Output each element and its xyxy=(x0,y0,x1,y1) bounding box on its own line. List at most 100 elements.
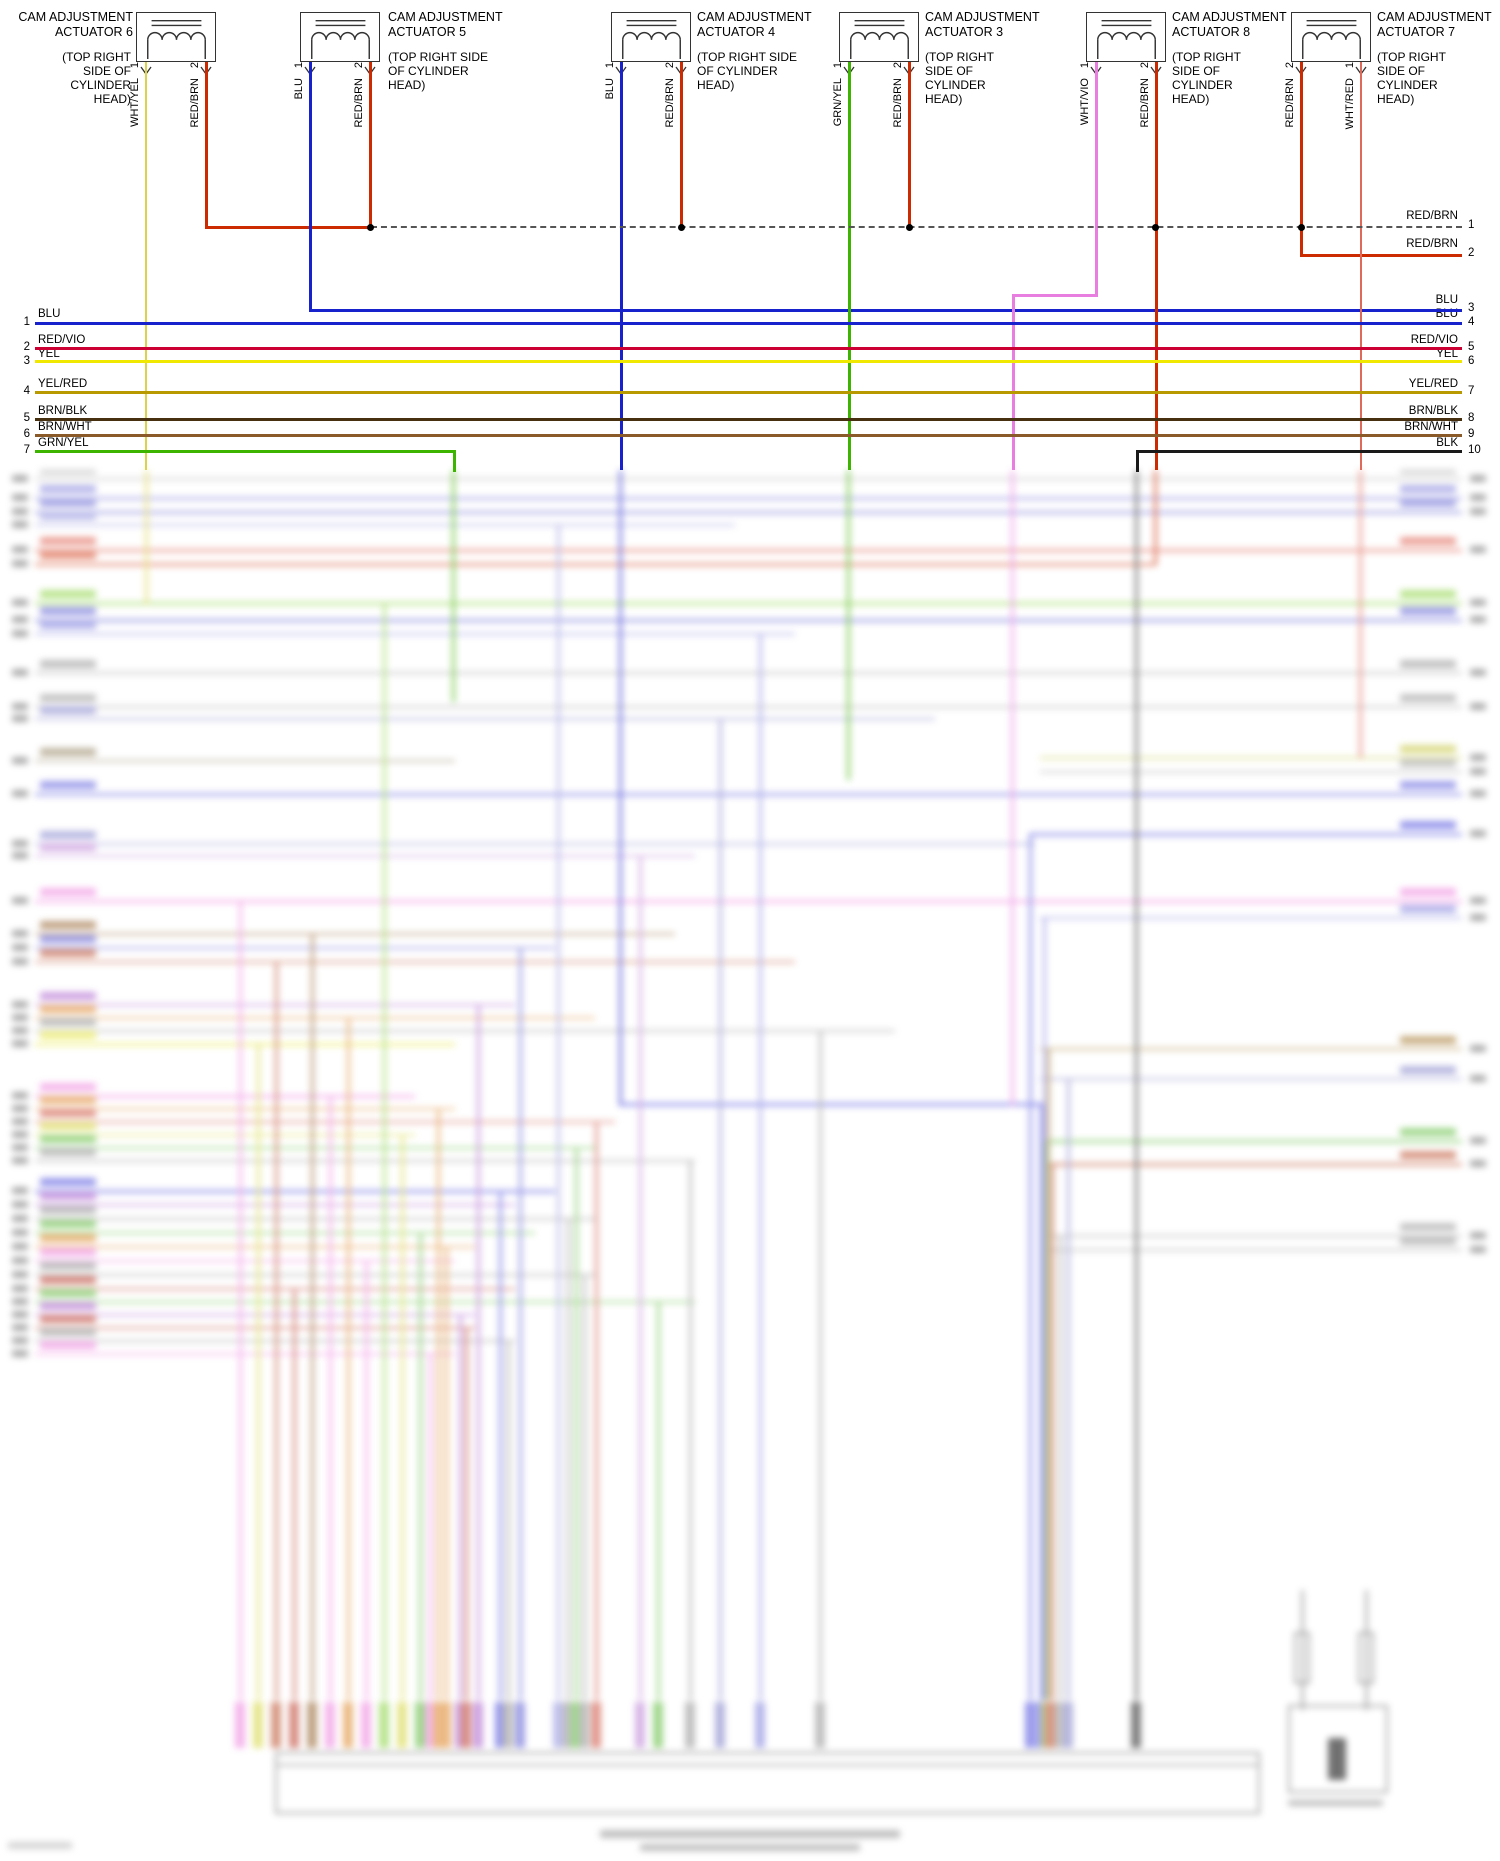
wire-wht-yel xyxy=(145,62,147,470)
right-terminal-5-label: RED/VIO xyxy=(1410,334,1458,346)
blurred-wire-row xyxy=(35,497,1462,500)
connector-pin xyxy=(635,1702,645,1748)
blurred-text-blob xyxy=(40,470,96,474)
connector-pin xyxy=(361,1702,371,1748)
blurred-text-blob xyxy=(1470,897,1486,904)
blurred-text-blob xyxy=(12,703,28,710)
blurred-text-blob xyxy=(40,1178,96,1186)
blurred-text-blob xyxy=(12,1350,28,1357)
right-terminal-8-number: 8 xyxy=(1468,412,1475,424)
blurred-wire-row xyxy=(35,633,795,635)
blurred-text-blob xyxy=(40,1248,96,1256)
pin-number: 2 xyxy=(1284,62,1296,69)
right-terminal-7-number: 7 xyxy=(1468,385,1475,397)
right-terminal-6-number: 6 xyxy=(1468,355,1475,367)
connector-pin xyxy=(1131,1702,1141,1748)
connector-pin xyxy=(271,1702,281,1748)
blurred-text-blob xyxy=(1470,703,1486,710)
blurred-wire-drop xyxy=(1365,1590,1368,1710)
blurred-text-blob xyxy=(12,840,28,847)
pin-number: 2 xyxy=(892,62,904,69)
blurred-wire-row xyxy=(35,933,675,935)
blurred-wire-row xyxy=(35,961,795,963)
right-terminal-2-number: 2 xyxy=(1468,247,1475,259)
actuator-8-title: CAM ADJUSTMENT ACTUATOR 8 xyxy=(1172,10,1287,39)
blurred-text-blob xyxy=(1470,1246,1486,1253)
wire-yel xyxy=(35,360,1462,363)
actuator-7-location: (TOP RIGHT SIDE OF CYLINDER HEAD) xyxy=(1377,50,1446,107)
blurred-wire-drop xyxy=(465,1327,468,1700)
blurred-wire-row xyxy=(35,602,1462,605)
blurred-text-blob xyxy=(1470,914,1486,921)
blurred-wire-drop xyxy=(689,1160,692,1700)
connector-pin xyxy=(591,1702,601,1748)
blurred-wire-drop xyxy=(567,1218,570,1700)
pin-number: 1 xyxy=(293,62,305,69)
right-terminal-10-label: BLK xyxy=(1436,437,1458,449)
blurred-text-blob xyxy=(40,1148,96,1156)
blurred-wire-row xyxy=(35,1095,415,1098)
connector-pin xyxy=(441,1702,451,1748)
wire-wht-vio xyxy=(1095,62,1098,297)
blurred-wire-drop xyxy=(575,1147,578,1700)
blurred-text-blob xyxy=(1470,830,1486,837)
pin-number: 2 xyxy=(353,62,365,69)
connector-pin xyxy=(235,1702,245,1748)
blurred-wire-row xyxy=(1040,1163,1462,1166)
blurred-text-blob xyxy=(1470,494,1486,501)
blurred-text-blob xyxy=(12,1337,28,1344)
actuator-3-solenoid-symbol xyxy=(839,12,919,62)
pin-wire-label: RED/BRN xyxy=(1139,78,1151,128)
actuator-5-solenoid-symbol xyxy=(300,12,380,62)
actuator-4-location: (TOP RIGHT SIDE OF CYLINDER HEAD) xyxy=(697,50,798,93)
blurred-text-blob xyxy=(40,781,96,789)
blurred-text-blob xyxy=(1400,759,1456,767)
connector-pin xyxy=(289,1702,299,1748)
actuator-4-solenoid-symbol xyxy=(611,12,691,62)
blurred-wire-row xyxy=(35,619,1462,622)
connector-pin xyxy=(571,1702,581,1748)
blurred-text-blob xyxy=(40,660,96,668)
blurred-text-blob xyxy=(40,590,96,598)
blurred-text-blob xyxy=(12,1040,28,1047)
blurred-wire-drop xyxy=(429,1353,432,1700)
blurred-text-blob xyxy=(1470,508,1486,515)
blurred-text-blob xyxy=(40,1192,96,1200)
pin-wire-label: WHT/YEL xyxy=(129,78,141,127)
junction-dot xyxy=(678,224,685,231)
left-terminal-4-label: YEL/RED xyxy=(38,378,88,390)
right-terminal-1-number: 1 xyxy=(1468,219,1475,231)
connector-pin xyxy=(653,1702,663,1748)
blurred-text-blob xyxy=(12,494,28,501)
blurred-text-blob xyxy=(40,694,96,702)
blurred-text-blob xyxy=(40,1109,96,1117)
blurred-text-blob xyxy=(1400,694,1456,702)
blurred-lower-section xyxy=(0,470,1500,1861)
blurred-text-blob xyxy=(1400,905,1456,913)
connector-pin xyxy=(715,1702,725,1748)
blurred-text-blob xyxy=(1470,616,1486,623)
blurred-text-blob xyxy=(40,748,96,756)
connector-pin xyxy=(455,1702,465,1748)
blurred-wire-row xyxy=(1040,1048,1462,1050)
connector-pin xyxy=(425,1702,435,1748)
connector-pin xyxy=(461,1702,471,1748)
blurred-wire-drop xyxy=(1040,1103,1043,1700)
blurred-component-box xyxy=(275,1752,1260,1814)
wire-blk xyxy=(1136,450,1462,453)
blurred-text-blob xyxy=(12,1027,28,1034)
wire-yel-red xyxy=(35,391,1462,394)
blurred-wire-row xyxy=(35,478,1462,480)
connector-pin xyxy=(1063,1702,1073,1748)
actuator-6-solenoid-symbol xyxy=(136,12,216,62)
blurred-wire-row xyxy=(1040,757,1462,759)
blurred-text-blob xyxy=(12,521,28,528)
wire-red-brn xyxy=(1300,62,1303,257)
blurred-component-box xyxy=(1358,1632,1374,1684)
blurred-text-blob xyxy=(12,1131,28,1138)
blurred-wire-row xyxy=(35,549,1462,552)
blurred-wire-drop xyxy=(719,718,722,1700)
blurred-text-blob xyxy=(1288,1800,1383,1806)
blurred-wire-row xyxy=(35,672,1462,674)
